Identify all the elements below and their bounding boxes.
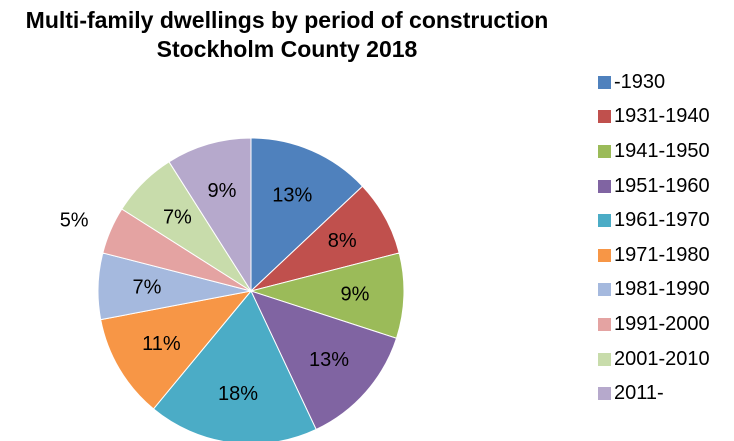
chart-title-line-1: Multi-family dwellings by period of cons… — [25, 7, 549, 33]
slice-label-1941-1950: 9% — [341, 283, 370, 305]
legend-swatch-2001-2010 — [598, 352, 611, 366]
pie-slice-1961-1970 — [152, 290, 317, 441]
legend-item-1941-1950: 1941-1950 — [598, 134, 710, 169]
legend-item-1931-1940: 1931-1940 — [598, 100, 710, 135]
legend-label-1991-2000: 1991-2000 — [614, 312, 710, 335]
legend-swatch--1930 — [598, 75, 611, 89]
pie-slice-2011- — [168, 137, 252, 293]
legend-swatch-1941-1950 — [598, 144, 611, 158]
slice-label-1931-1940: 8% — [328, 230, 357, 252]
chart-title: Multi-family dwellings by period of cons… — [0, 6, 574, 64]
legend-label-1931-1940: 1931-1940 — [614, 105, 710, 128]
legend-item-1961-1970: 1961-1970 — [598, 203, 710, 238]
legend-label-1951-1960: 1951-1960 — [614, 174, 710, 197]
slice-label-1991-2000: 5% — [60, 210, 89, 232]
legend-item-1951-1960: 1951-1960 — [598, 169, 710, 204]
legend-swatch-2011- — [598, 387, 611, 401]
pie-slice-1971-1980 — [100, 290, 253, 410]
legend-swatch-1951-1960 — [598, 179, 611, 193]
slice-label-1971-1980: 11% — [142, 333, 181, 355]
slice-label-1961-1970: 18% — [218, 383, 258, 405]
legend-label-2011-: 2011- — [614, 382, 664, 405]
slice-label-1951-1960: 13% — [309, 349, 349, 371]
slice-label-2001-2010: 7% — [163, 206, 192, 228]
legend-label-1981-1990: 1981-1990 — [614, 278, 710, 301]
legend-label-1961-1970: 1961-1970 — [614, 209, 710, 232]
chart-title-line-2: Stockholm County 2018 — [156, 36, 418, 62]
legend-item-2001-2010: 2001-2010 — [598, 342, 710, 377]
legend-label-2001-2010: 2001-2010 — [614, 347, 710, 370]
legend-swatch-1931-1940 — [598, 110, 611, 124]
legend-swatch-1961-1970 — [598, 214, 611, 228]
legend-item-2011-: 2011- — [598, 376, 710, 411]
slice-label--1930: 13% — [272, 185, 312, 207]
legend-item-1981-1990: 1981-1990 — [598, 273, 710, 308]
pie-slice-1941-1950 — [249, 252, 405, 339]
legend-label-1941-1950: 1941-1950 — [614, 139, 710, 162]
slice-label-1981-1990: 7% — [133, 277, 162, 299]
pie-slice-1951-1960 — [250, 290, 398, 431]
legend-swatch-1991-2000 — [598, 317, 611, 331]
legend-item--1930: -1930 — [598, 65, 710, 100]
legend-label--1930: -1930 — [614, 70, 666, 93]
slice-label-2011-: 9% — [208, 180, 237, 202]
legend: -1930 1931-1940 1941-1950 1951-1960 1961-197… — [598, 65, 710, 411]
legend-swatch-1971-1980 — [598, 248, 611, 262]
pie-slice--1930 — [250, 137, 364, 293]
legend-item-1991-2000: 1991-2000 — [598, 307, 710, 342]
legend-swatch-1981-1990 — [598, 283, 611, 297]
legend-label-1971-1980: 1971-1980 — [614, 243, 710, 266]
legend-item-1971-1980: 1971-1980 — [598, 238, 710, 273]
